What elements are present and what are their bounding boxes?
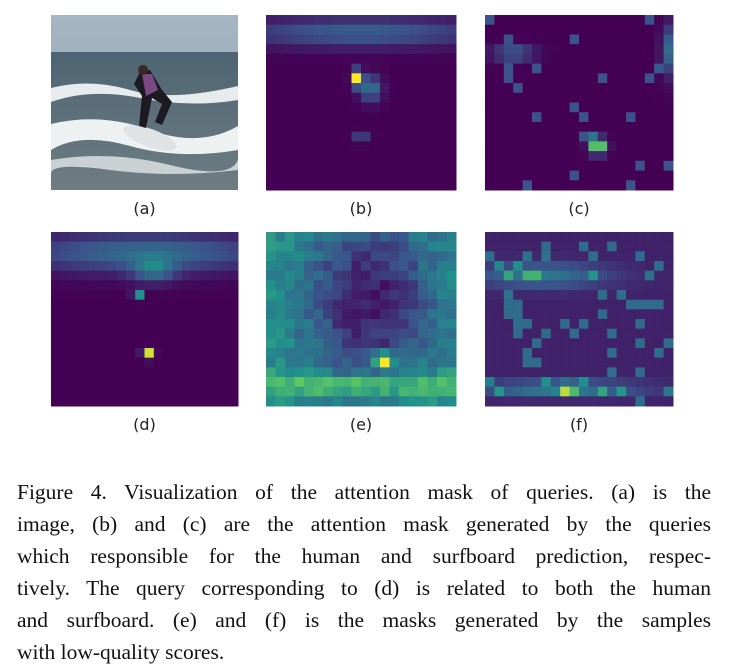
attention-map	[266, 232, 457, 407]
caption-line: which responsible for the human and surf…	[17, 544, 711, 568]
caption-line: image, (b) and (c) are the attention mas…	[17, 512, 711, 536]
caption: Figure 4. Visualization of the attention…	[17, 476, 711, 668]
panel-label: (d)	[133, 415, 156, 434]
panel-label: (c)	[568, 199, 589, 218]
caption-line: Figure 4. Visualization of the attention…	[17, 480, 711, 504]
attention-map	[266, 15, 457, 191]
panel-label: (e)	[350, 415, 372, 434]
panel-label: (f)	[570, 415, 588, 434]
photo	[50, 15, 238, 190]
attention-map	[51, 232, 239, 407]
figure: (a) (b) (c) (d) (e) (f)	[50, 15, 674, 434]
panel-label: (b)	[350, 199, 373, 218]
attention-map	[485, 15, 674, 191]
panel-label: (a)	[133, 199, 155, 218]
caption-line: with low-quality scores.	[17, 640, 225, 664]
caption-line: tively. The query corresponding to (d) i…	[17, 576, 711, 600]
caption-line: and surfboard. (e) and (f) is the masks …	[17, 608, 711, 632]
attention-map	[485, 232, 674, 407]
